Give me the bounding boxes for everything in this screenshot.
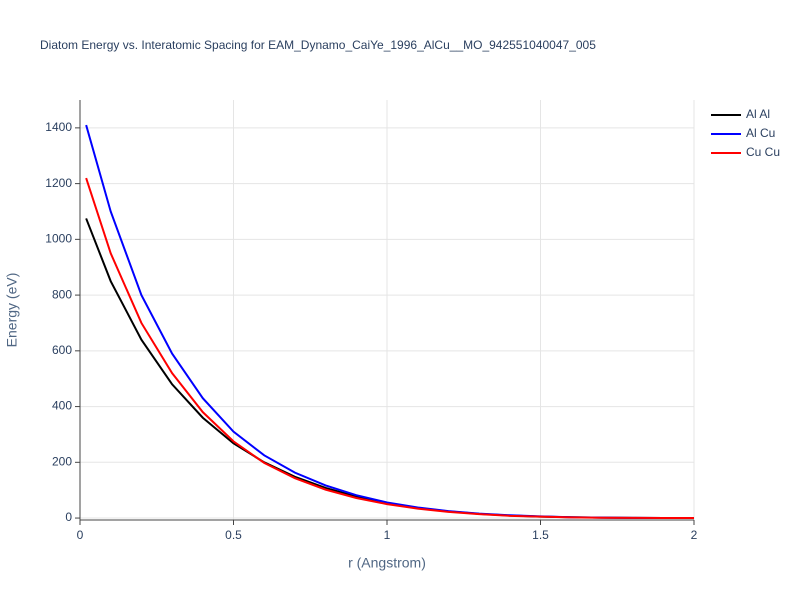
y-tick-label: 600: [52, 343, 72, 357]
y-tick-label: 1400: [45, 120, 72, 134]
x-tick-label: 2: [691, 528, 698, 542]
legend-label: Cu Cu: [746, 145, 780, 159]
x-tick-label: 0.5: [225, 528, 242, 542]
line-series: [85, 177, 695, 520]
y-tick-label: 0: [65, 510, 72, 524]
x-tick-label: 0: [77, 528, 84, 542]
y-axis-label: Energy (eV): [4, 273, 20, 348]
x-axis-label: r (Angstrom): [348, 555, 426, 571]
legend-label: Al Al: [746, 107, 770, 121]
x-tick-label: 1: [384, 528, 391, 542]
y-tick-label: 200: [52, 454, 72, 468]
y-tick-label: 400: [52, 399, 72, 413]
chart-title: Diatom Energy vs. Interatomic Spacing fo…: [40, 38, 596, 52]
legend-label: Al Cu: [746, 126, 775, 140]
y-tick-label: 1000: [45, 232, 72, 246]
line-series: [85, 218, 695, 520]
x-tick-label: 1.5: [532, 528, 549, 542]
y-tick-label: 1200: [45, 176, 72, 190]
y-tick-label: 800: [52, 287, 72, 301]
